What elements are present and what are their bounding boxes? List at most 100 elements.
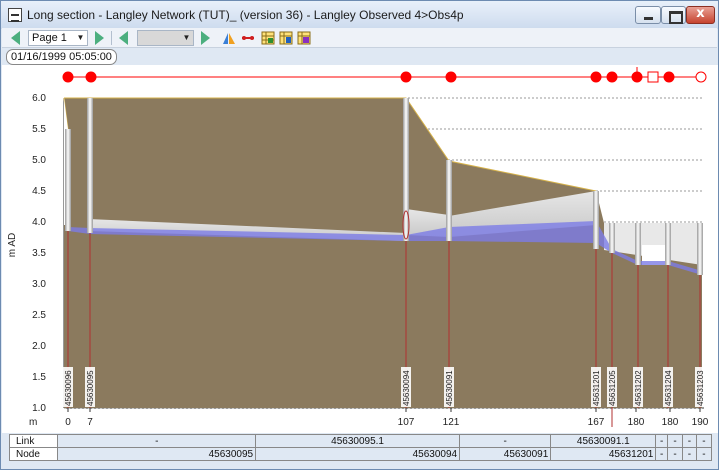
link-node-table: Link -45630095.1-45630091.1- - - - Node 456300… (8, 434, 713, 461)
node-marker[interactable] (631, 71, 643, 83)
x-tick-label: 180 (662, 417, 679, 428)
manhole-shaft[interactable] (446, 160, 452, 241)
long-section-chart: 1.0 1.5 2.0 2.5 3.0 3.5 4.0 4.5 5.0 5.5 6.0 m AD 4… (7, 67, 709, 428)
link-arrow-icon[interactable] (241, 31, 255, 45)
node-id-box (85, 367, 95, 407)
table-cell[interactable]: - (655, 447, 668, 461)
node-markers (62, 67, 707, 83)
table-cell[interactable]: - (655, 434, 668, 448)
node-marker[interactable] (663, 71, 675, 83)
manhole-shaft[interactable] (635, 223, 641, 265)
page-select-value: Page 1 (32, 32, 67, 44)
node-id-box (663, 367, 673, 407)
table-cell[interactable]: 45630091.1 (550, 434, 657, 448)
table-cell[interactable]: - (57, 434, 257, 448)
table-row: Link -45630095.1-45630091.1- - - - (8, 434, 713, 448)
node-id-label: 45631201 (592, 370, 601, 406)
node-id-label: 45630096 (64, 370, 73, 406)
chevron-down-icon: ▼ (76, 33, 85, 42)
table-cell[interactable]: - (666, 434, 684, 448)
manhole-void (642, 245, 666, 265)
node-id-label: 45630094 (402, 370, 411, 406)
manhole-shaft[interactable] (87, 98, 93, 233)
x-axis: 0 7 107 121 167 180 180 190 (65, 408, 709, 428)
node-id-box (401, 367, 411, 407)
x-tick-label: 0 (65, 417, 71, 428)
y-tick-label: 1.0 (32, 403, 46, 414)
node-id-box (591, 367, 601, 407)
table-cell[interactable]: - (682, 447, 697, 461)
maximize-button[interactable] (661, 6, 686, 24)
node-id-box (63, 367, 73, 407)
node-id-labels: 45630096 45630095 45630094 45630091 45631201… (63, 367, 705, 407)
manhole-shaft[interactable] (65, 129, 71, 231)
y-tick-label: 3.5 (32, 248, 46, 259)
table-cell[interactable]: 45630094 (255, 447, 461, 461)
close-button[interactable]: x (686, 6, 715, 24)
x-tick-label: 107 (398, 417, 415, 428)
table-cell[interactable]: - (666, 447, 684, 461)
profile-icon[interactable] (222, 31, 236, 45)
manhole-shaft[interactable] (609, 223, 615, 253)
conduit-downstream (604, 223, 702, 265)
value-select[interactable]: ▼ (137, 30, 194, 46)
timestamp-label: 01/16/1999 05:05:00 (6, 49, 117, 65)
x-tick-label: 167 (588, 417, 605, 428)
next-arrow-icon[interactable] (201, 31, 210, 45)
table-cell[interactable]: - (695, 434, 713, 448)
node-marker-square[interactable] (647, 71, 659, 83)
node-marker[interactable] (606, 71, 618, 83)
row-header: Link (8, 434, 59, 448)
y-tick-label: 6.0 (32, 93, 46, 104)
y-tick-label: 4.0 (32, 217, 46, 228)
window-title: Long section - Langley Network (TUT)_ (v… (27, 8, 464, 22)
x-tick-label: 180 (628, 417, 645, 428)
y-tick-label: 2.5 (32, 310, 46, 321)
x-tick-label: 7 (87, 417, 93, 428)
x-tick-label: 190 (692, 417, 709, 428)
y-tick-label: 3.0 (32, 279, 46, 290)
table-cell[interactable]: - (682, 434, 697, 448)
manhole-shaft[interactable] (697, 223, 703, 275)
table-cell[interactable]: - (695, 447, 713, 461)
long-section-plot[interactable]: 1.0 1.5 2.0 2.5 3.0 3.5 4.0 4.5 5.0 5.5 6.0 m AD 4… (2, 65, 718, 433)
table-cell[interactable]: - (459, 434, 552, 448)
node-id-label: 45630091 (445, 370, 454, 406)
node-marker[interactable] (85, 71, 97, 83)
ground-profile (64, 98, 702, 408)
node-marker[interactable] (695, 71, 707, 83)
y-tick-label: 1.5 (32, 372, 46, 383)
page-select[interactable]: Page 1 ▼ (28, 30, 88, 46)
grid-properties-icon[interactable] (261, 31, 275, 45)
previous-page-arrow-icon[interactable] (11, 31, 20, 45)
grid-results-icon[interactable] (297, 31, 311, 45)
table-cell[interactable]: 45630091 (459, 447, 552, 461)
node-marker[interactable] (445, 71, 457, 83)
table-cell[interactable]: 45630095.1 (255, 434, 461, 448)
node-id-label: 45631202 (634, 370, 643, 406)
y-tick-label: 2.0 (32, 341, 46, 352)
y-tick-label: 5.0 (32, 155, 46, 166)
title-bar[interactable]: Long section - Langley Network (TUT)_ (v… (1, 1, 718, 29)
manhole-shaft[interactable] (665, 223, 671, 265)
table-cell[interactable]: 45631201 (550, 447, 657, 461)
manhole-shaft[interactable] (403, 98, 409, 241)
minimize-button[interactable] (635, 6, 661, 24)
node-marker[interactable] (62, 71, 74, 83)
app-icon (8, 8, 22, 22)
chevron-down-icon: ▼ (182, 33, 191, 42)
manhole-outline (402, 210, 410, 240)
x-unit-label: m (29, 417, 37, 428)
y-axis-label: m AD (7, 233, 18, 257)
grid-edit-icon[interactable] (279, 31, 293, 45)
manhole-shaft[interactable] (593, 191, 599, 249)
next-page-arrow-icon[interactable] (95, 31, 104, 45)
table-cell[interactable]: 45630095 (57, 447, 257, 461)
previous-arrow-icon[interactable] (119, 31, 128, 45)
node-id-label: 45630095 (86, 370, 95, 406)
node-marker[interactable] (590, 71, 602, 83)
node-marker[interactable] (400, 71, 412, 83)
x-tick-label: 121 (443, 417, 460, 428)
table-row: Node 45630095 45630094 45630091 45631201- - - - (8, 447, 713, 461)
